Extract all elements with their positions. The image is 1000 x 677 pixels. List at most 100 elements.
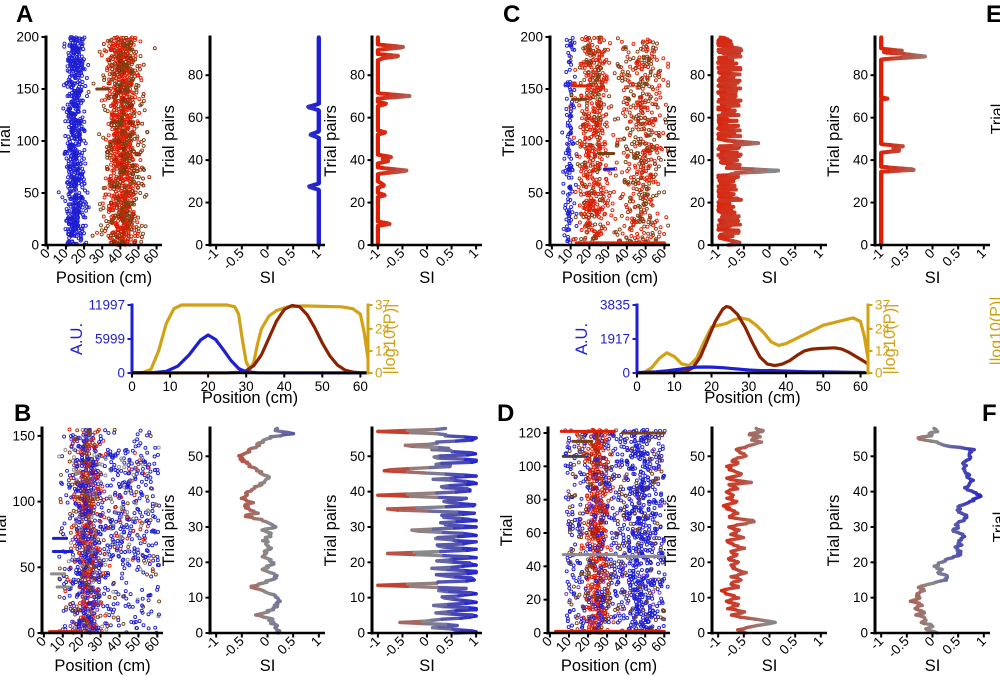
svg-text:1: 1 (465, 246, 481, 262)
panel-label-f: F (982, 400, 997, 427)
svg-text:-1: -1 (202, 246, 221, 265)
svg-text:12: 12 (375, 343, 390, 358)
svg-text:A.U.: A.U. (68, 323, 86, 355)
svg-text:50: 50 (528, 186, 543, 201)
svg-text:0: 0 (257, 246, 273, 262)
svg-text:40: 40 (188, 153, 203, 168)
scatter-points (563, 427, 670, 635)
panel-label-c: C (503, 1, 521, 28)
svg-text:150: 150 (12, 428, 35, 443)
svg-text:10: 10 (163, 379, 178, 394)
svg-text:1: 1 (308, 634, 324, 650)
svg-text:50: 50 (350, 449, 365, 464)
svg-text:-0.5: -0.5 (381, 246, 408, 273)
density-curve-dark_red (635, 304, 870, 375)
svg-text:50: 50 (315, 379, 330, 394)
svg-text:1: 1 (308, 246, 324, 262)
svg-text:0.5: 0.5 (274, 246, 298, 270)
si-line (375, 35, 412, 247)
svg-text:-1: -1 (867, 246, 886, 265)
svg-text:0: 0 (759, 246, 775, 262)
svg-text:0.5: 0.5 (776, 246, 800, 270)
svg-text:0: 0 (860, 238, 868, 253)
svg-text:20: 20 (690, 195, 705, 210)
svg-text:0: 0 (357, 626, 365, 641)
svg-text:Position (cm): Position (cm) (56, 269, 152, 287)
svg-text:40: 40 (690, 153, 705, 168)
svg-text:Trial pairs: Trial pairs (322, 495, 340, 567)
svg-text:SI: SI (260, 269, 276, 287)
svg-text:20: 20 (853, 195, 868, 210)
svg-text:60: 60 (350, 110, 365, 125)
svg-text:-0.5: -0.5 (220, 634, 247, 661)
scatter-points (57, 427, 162, 635)
density-curves (635, 304, 870, 375)
partial-e-density-right-label: |log10(P)| (988, 296, 1000, 366)
svg-text:0: 0 (416, 634, 432, 650)
svg-text:40: 40 (350, 153, 365, 168)
svg-text:Trial pairs: Trial pairs (662, 105, 680, 177)
svg-text:150: 150 (16, 82, 39, 97)
svg-text:40: 40 (188, 484, 203, 499)
svg-text:-0.5: -0.5 (381, 634, 408, 661)
svg-text:0: 0 (357, 238, 365, 253)
partial-f-ylabel: Trial (991, 511, 1000, 543)
svg-text:0: 0 (33, 634, 49, 650)
scatter-points (560, 35, 671, 247)
svg-text:Position (cm): Position (cm) (54, 657, 150, 675)
svg-text:-1: -1 (202, 634, 221, 653)
svg-text:40: 40 (277, 379, 292, 394)
svg-text:0.5: 0.5 (433, 246, 457, 270)
svg-text:|log10(P)|: |log10(P)| (381, 304, 399, 375)
svg-text:Trial: Trial (0, 515, 10, 546)
density-curve-dark_red (130, 303, 370, 375)
svg-text:0: 0 (416, 246, 432, 262)
svg-text:-0.5: -0.5 (220, 246, 247, 273)
svg-text:0: 0 (375, 366, 383, 381)
svg-text:0: 0 (128, 379, 136, 394)
si-line (908, 426, 983, 635)
svg-text:0: 0 (117, 366, 125, 381)
svg-text:20: 20 (201, 379, 216, 394)
svg-text:Trial: Trial (500, 125, 518, 156)
svg-text:1: 1 (973, 246, 989, 262)
svg-text:SI: SI (762, 269, 778, 287)
scatter-points (56, 35, 157, 247)
axis: 0 10 20 30 40 50 60 0 5999 11997 0 12 24 37 Position (… (68, 298, 399, 408)
svg-text:60: 60 (648, 246, 669, 267)
panel-label-e: E (986, 1, 1000, 28)
svg-text:200: 200 (520, 30, 543, 45)
svg-text:0: 0 (27, 626, 35, 641)
svg-text:50: 50 (20, 560, 35, 575)
svg-text:60: 60 (690, 110, 705, 125)
svg-text:20: 20 (350, 195, 365, 210)
svg-text:30: 30 (350, 519, 365, 534)
svg-text:0: 0 (257, 634, 273, 650)
svg-text:Position (cm): Position (cm) (562, 269, 658, 287)
svg-text:150: 150 (520, 82, 543, 97)
svg-text:10: 10 (188, 590, 203, 605)
svg-text:60: 60 (140, 246, 161, 267)
si-line (376, 426, 478, 635)
panel-label-b: B (14, 400, 32, 427)
svg-text:0: 0 (37, 246, 53, 262)
partial-e-ylabel: Trial (989, 103, 1000, 135)
svg-text:60: 60 (188, 110, 203, 125)
